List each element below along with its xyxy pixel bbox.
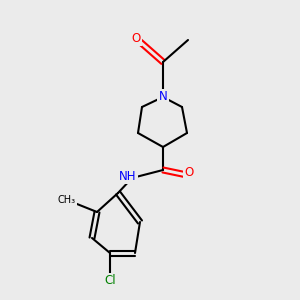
Text: O: O: [184, 167, 194, 179]
Text: CH₃: CH₃: [58, 195, 76, 205]
Text: O: O: [131, 32, 141, 44]
Text: N: N: [159, 91, 167, 103]
Text: NH: NH: [119, 169, 137, 182]
Text: Cl: Cl: [104, 274, 116, 287]
